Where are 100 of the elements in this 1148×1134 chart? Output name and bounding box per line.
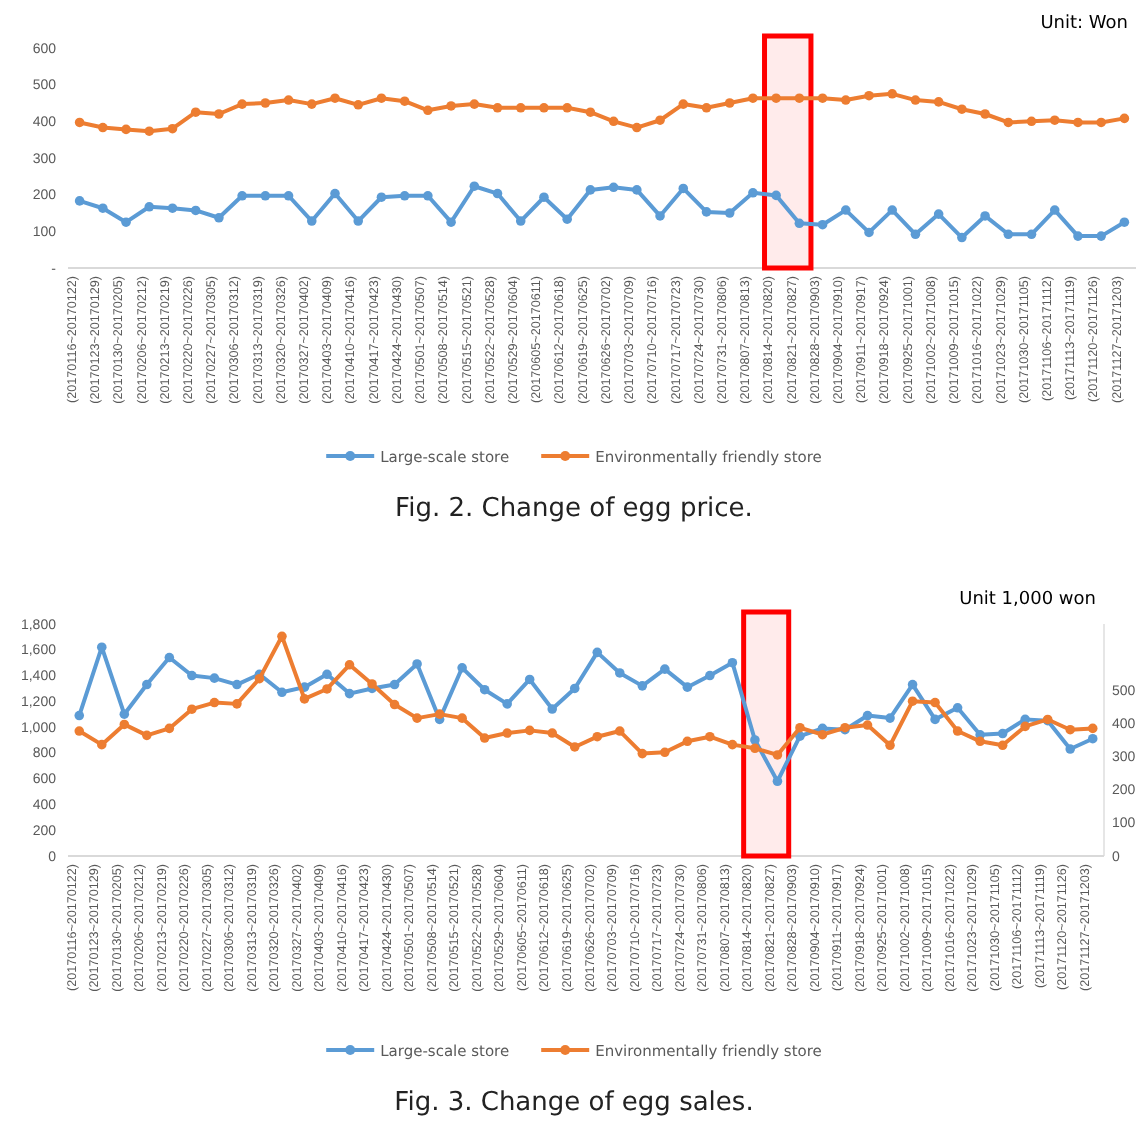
point bbox=[353, 216, 364, 226]
point bbox=[74, 196, 85, 206]
point bbox=[1119, 113, 1130, 124]
point bbox=[1119, 217, 1130, 227]
point bbox=[74, 726, 85, 736]
point bbox=[957, 104, 967, 115]
point bbox=[1049, 205, 1060, 215]
point bbox=[887, 89, 898, 99]
point bbox=[353, 100, 364, 110]
point bbox=[547, 704, 558, 714]
point bbox=[283, 190, 294, 201]
point bbox=[260, 98, 271, 108]
point bbox=[502, 728, 512, 738]
point bbox=[260, 190, 271, 201]
point bbox=[748, 93, 758, 104]
point bbox=[344, 659, 355, 670]
point bbox=[614, 726, 625, 736]
point bbox=[724, 208, 735, 218]
point bbox=[682, 682, 693, 692]
point bbox=[96, 642, 107, 652]
point bbox=[412, 713, 422, 723]
point bbox=[1087, 723, 1098, 734]
point bbox=[655, 211, 665, 221]
point bbox=[933, 97, 944, 107]
point bbox=[479, 733, 490, 743]
point bbox=[237, 99, 247, 109]
point bbox=[142, 679, 152, 690]
point bbox=[232, 699, 242, 709]
point bbox=[322, 684, 332, 694]
point bbox=[771, 93, 781, 104]
point bbox=[705, 731, 715, 742]
point bbox=[469, 181, 480, 192]
point bbox=[957, 232, 967, 243]
point bbox=[864, 90, 874, 101]
point bbox=[980, 109, 990, 119]
point bbox=[237, 190, 247, 201]
point bbox=[1026, 229, 1037, 240]
point bbox=[524, 725, 535, 736]
point bbox=[479, 684, 490, 695]
point bbox=[187, 670, 197, 681]
point bbox=[701, 102, 712, 113]
point bbox=[569, 683, 580, 694]
point bbox=[637, 748, 648, 759]
point bbox=[98, 203, 108, 214]
point bbox=[592, 647, 603, 658]
point bbox=[144, 201, 155, 212]
point bbox=[232, 679, 242, 690]
point bbox=[682, 736, 693, 747]
point bbox=[164, 723, 175, 734]
point bbox=[399, 96, 410, 106]
point bbox=[701, 207, 712, 217]
point bbox=[492, 102, 503, 113]
point bbox=[724, 98, 735, 108]
point bbox=[727, 739, 738, 750]
point bbox=[142, 730, 152, 741]
point bbox=[772, 776, 783, 787]
point bbox=[446, 101, 456, 111]
point bbox=[190, 205, 201, 216]
point bbox=[632, 122, 642, 133]
point bbox=[678, 183, 689, 194]
point bbox=[795, 722, 805, 733]
point bbox=[344, 688, 355, 699]
point bbox=[214, 109, 224, 119]
point bbox=[434, 709, 445, 719]
point bbox=[121, 217, 131, 227]
point bbox=[187, 704, 197, 714]
point bbox=[492, 188, 503, 199]
point bbox=[585, 185, 596, 195]
point bbox=[1073, 231, 1083, 241]
point bbox=[562, 102, 572, 113]
point bbox=[771, 190, 781, 201]
point bbox=[817, 219, 828, 230]
point bbox=[817, 729, 828, 740]
point bbox=[608, 116, 619, 127]
point bbox=[283, 95, 294, 105]
point bbox=[539, 192, 549, 203]
point bbox=[376, 93, 387, 104]
point bbox=[164, 652, 175, 663]
point bbox=[910, 229, 921, 240]
text: Fig. 2. Change of egg price. bbox=[395, 494, 753, 524]
point bbox=[952, 726, 963, 736]
point bbox=[539, 102, 549, 113]
point bbox=[862, 720, 873, 730]
point bbox=[794, 93, 805, 104]
point bbox=[1065, 744, 1076, 754]
point bbox=[864, 227, 874, 238]
point bbox=[933, 209, 944, 219]
point bbox=[214, 212, 224, 223]
point bbox=[119, 719, 130, 730]
point bbox=[322, 669, 332, 680]
point bbox=[975, 736, 985, 747]
point bbox=[750, 735, 760, 745]
point bbox=[1026, 116, 1037, 127]
point bbox=[190, 107, 201, 117]
point bbox=[469, 99, 480, 109]
point bbox=[524, 674, 535, 685]
point bbox=[74, 710, 85, 721]
point bbox=[330, 93, 340, 104]
point bbox=[389, 679, 400, 690]
point bbox=[660, 747, 670, 758]
